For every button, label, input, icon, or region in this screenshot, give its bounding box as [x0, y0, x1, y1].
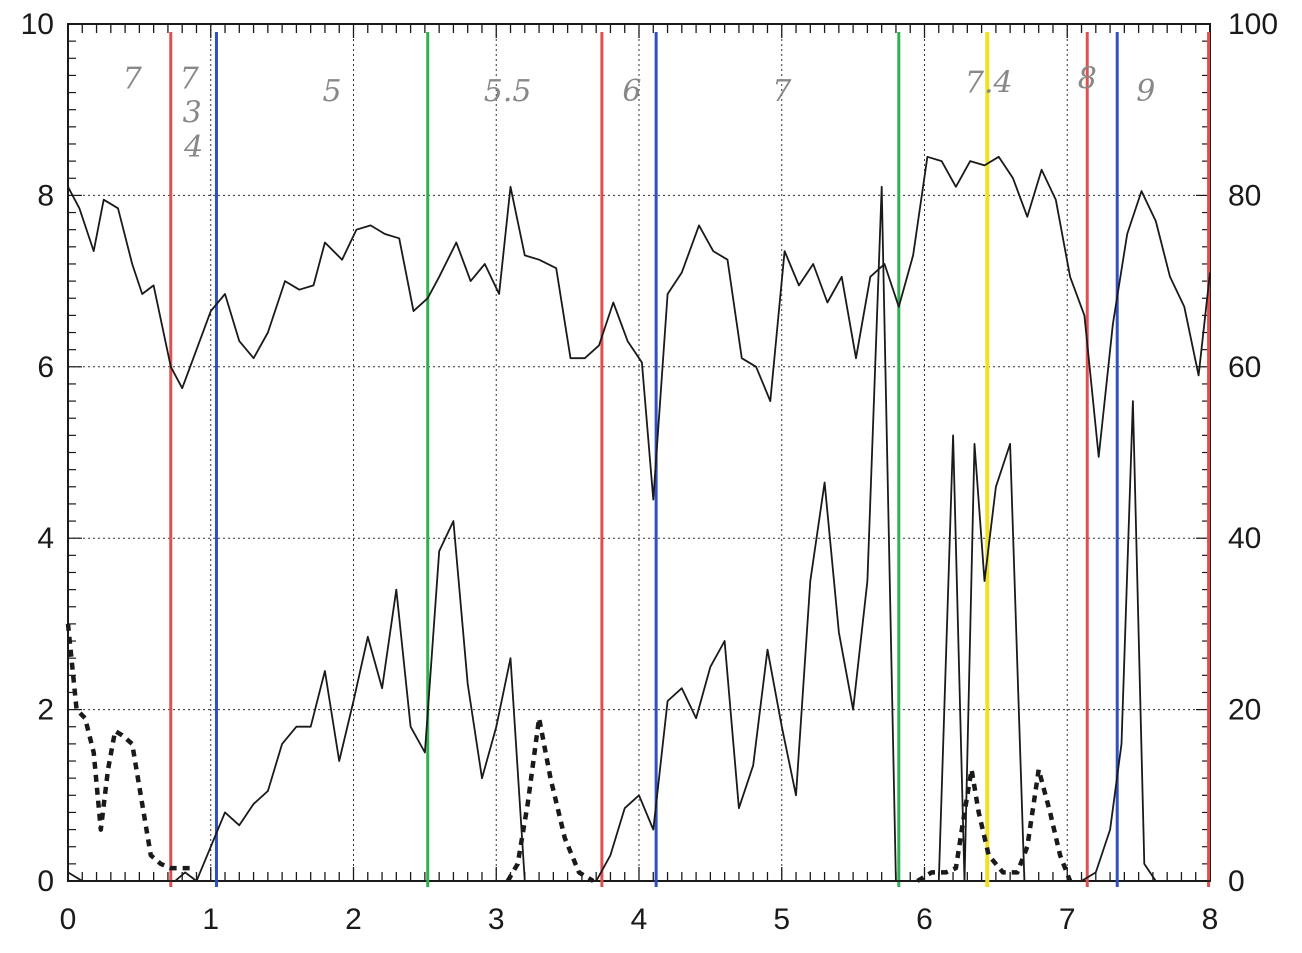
x-tick-label-1: 1 — [202, 903, 219, 936]
y-right-tick-label-3: 60 — [1228, 351, 1261, 384]
annotation-8: 7.4 — [965, 66, 1013, 101]
y-right-tick-label-0: 0 — [1228, 865, 1245, 898]
y-right-tick-labels: 0 20 40 60 80 100 — [1228, 8, 1278, 898]
x-tick-label-2: 2 — [345, 903, 362, 936]
x-tick-label-5: 5 — [773, 903, 790, 936]
annotation-10: 9 — [1136, 74, 1155, 109]
y-left-tick-labels: 0 2 4 6 8 10 — [21, 8, 54, 898]
series-line-1 — [67, 185, 1210, 882]
y-left-tick-label-5: 10 — [21, 8, 54, 41]
annotation-2: 3 — [183, 96, 202, 131]
annotation-9: 8 — [1078, 61, 1097, 96]
x-tick-label-0: 0 — [60, 903, 77, 936]
y-right-tick-label-2: 40 — [1228, 522, 1261, 555]
x-tick-label-3: 3 — [488, 903, 505, 936]
annotation-1: 7 — [180, 61, 200, 96]
x-tick-label-4: 4 — [631, 903, 648, 936]
annotation-3: 4 — [183, 130, 203, 165]
y-left-tick-label-2: 4 — [37, 522, 54, 555]
x-tick-label-6: 6 — [916, 903, 933, 936]
grid — [68, 24, 1210, 881]
y-left-tick-label-0: 0 — [37, 865, 54, 898]
annotation-7: 7 — [772, 74, 792, 109]
series-line-3 — [505, 715, 595, 883]
y-left-tick-label-3: 6 — [37, 351, 54, 384]
y-left-tick-label-1: 2 — [37, 694, 54, 727]
y-right-tick-label-4: 80 — [1228, 179, 1261, 212]
annotation-5: 5.5 — [484, 74, 532, 109]
plot-border — [67, 23, 1211, 882]
x-tick-label-8: 8 — [1202, 903, 1219, 936]
plot-frame — [67, 23, 1211, 882]
x-tick-labels: 0 1 2 3 4 5 6 7 8 — [60, 903, 1219, 936]
minor-ticks — [67, 23, 1211, 882]
annotation-4: 5 — [323, 74, 342, 109]
y-left-tick-label-4: 8 — [37, 179, 54, 212]
y-right-tick-label-1: 20 — [1228, 694, 1261, 727]
series-line-0 — [67, 155, 1211, 501]
x-tick-label-7: 7 — [1059, 903, 1076, 936]
series-lines — [65, 155, 1211, 883]
vertical-markers — [169, 32, 1211, 887]
y-right-tick-label-5: 100 — [1228, 8, 1278, 41]
annotation-6: 6 — [622, 74, 641, 109]
annotation-0: 7 — [123, 61, 143, 96]
series-line-2 — [65, 623, 191, 871]
